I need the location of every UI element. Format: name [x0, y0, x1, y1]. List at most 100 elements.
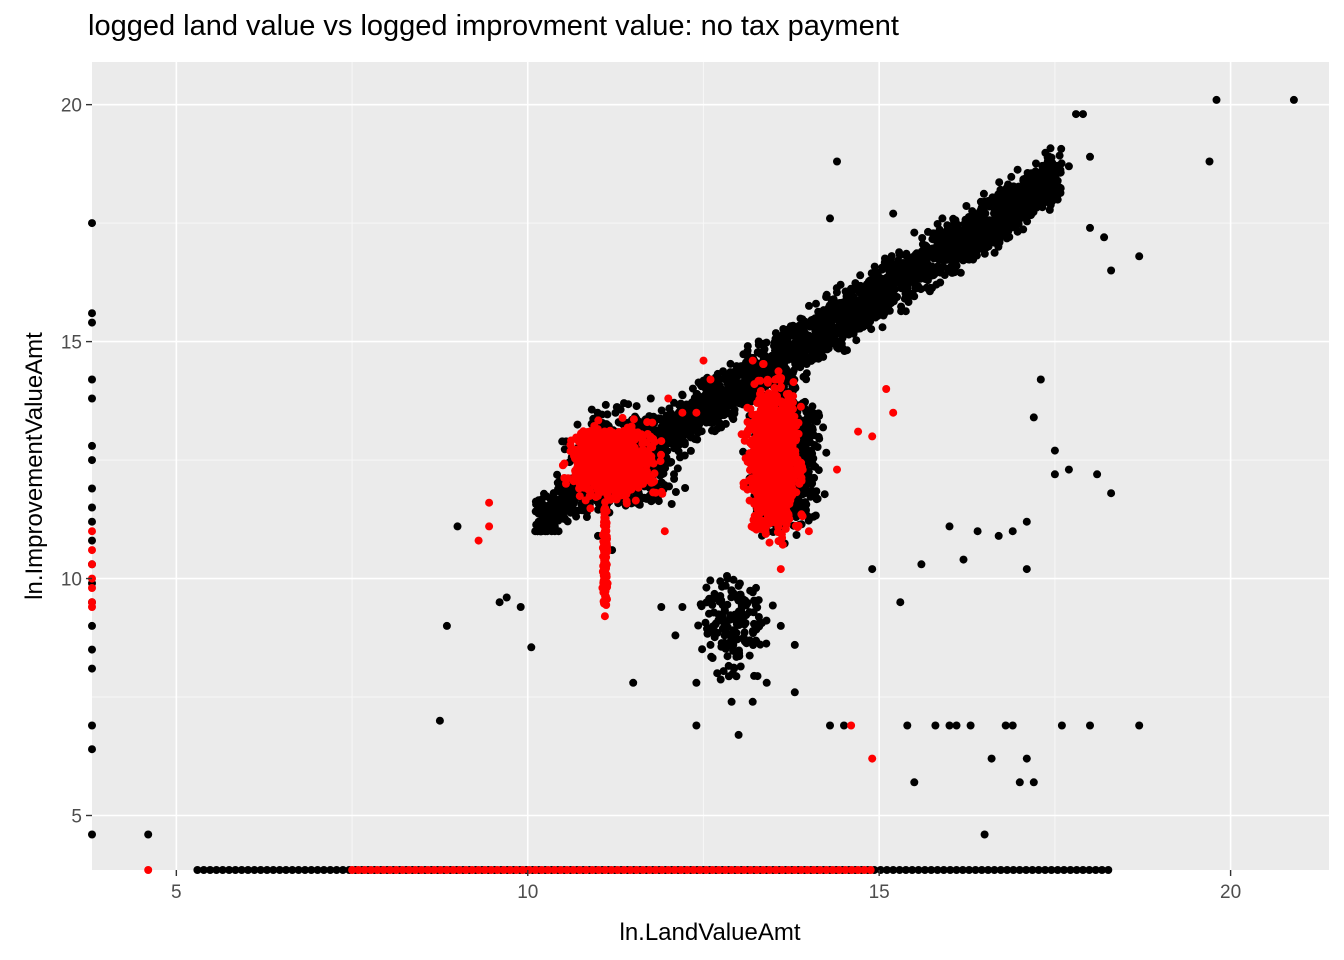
point-no-tax-black	[88, 721, 96, 730]
point-no-tax-black	[1023, 217, 1032, 226]
point-no-tax-black	[792, 341, 801, 350]
point-no-tax-black	[795, 327, 804, 336]
point-no-tax-black	[734, 607, 743, 616]
point-no-tax-black	[765, 359, 774, 368]
point-no-tax-black	[629, 678, 638, 687]
point-no-tax-black	[762, 616, 771, 625]
point-no-tax-black	[720, 638, 729, 647]
point-no-tax-red	[866, 866, 875, 874]
point-no-tax-black	[745, 651, 754, 660]
point-no-tax-black	[973, 527, 982, 536]
point-no-tax-red	[430, 866, 439, 874]
point-no-tax-red	[411, 866, 420, 874]
point-no-tax-black	[873, 278, 882, 287]
point-no-tax-black	[537, 527, 546, 536]
point-no-tax-red	[714, 866, 723, 874]
point-no-tax-black	[1066, 866, 1075, 874]
point-no-tax-black	[693, 435, 702, 444]
point-no-tax-black	[987, 754, 996, 763]
point-no-tax-black	[1026, 178, 1035, 187]
point-no-tax-black	[994, 230, 1003, 238]
point-no-tax-black	[779, 356, 788, 365]
point-no-tax-black	[453, 522, 462, 531]
point-no-tax-black	[970, 219, 979, 228]
point-no-tax-black	[332, 866, 341, 874]
point-no-tax-black	[1010, 184, 1019, 193]
point-no-tax-black	[729, 415, 738, 424]
point-no-tax-red	[449, 866, 458, 874]
point-no-tax-black	[900, 277, 909, 286]
point-no-tax-black	[842, 316, 851, 325]
point-no-tax-black	[936, 255, 945, 264]
point-no-tax-black	[977, 866, 986, 874]
point-no-tax-black	[540, 504, 549, 513]
point-no-tax-red	[373, 866, 382, 874]
point-no-tax-black	[710, 406, 719, 415]
point-no-tax-black	[1018, 185, 1027, 194]
point-no-tax-black	[686, 446, 695, 455]
point-no-tax-black	[1019, 176, 1028, 185]
point-no-tax-black	[1054, 187, 1063, 195]
point-no-tax-black	[889, 866, 898, 874]
point-no-tax-black	[713, 386, 721, 395]
point-no-tax-black	[963, 244, 972, 252]
point-no-tax-black	[802, 444, 810, 453]
point-no-tax-red	[649, 488, 658, 497]
point-no-tax-black	[802, 342, 811, 351]
point-no-tax-black	[1086, 152, 1094, 161]
point-no-tax-black	[1055, 151, 1064, 160]
point-no-tax-black	[676, 399, 685, 408]
point-no-tax-black	[815, 434, 824, 443]
point-no-tax-red	[455, 866, 464, 874]
point-no-tax-black	[933, 262, 942, 271]
point-no-tax-black	[812, 325, 821, 334]
point-no-tax-black	[996, 185, 1005, 194]
point-no-tax-black	[890, 285, 899, 294]
point-no-tax-black	[882, 278, 891, 287]
point-no-tax-black	[665, 404, 674, 413]
point-no-tax-black	[966, 721, 975, 730]
point-no-tax-black	[819, 334, 828, 343]
point-no-tax-black	[939, 866, 948, 874]
point-no-tax-black	[1032, 159, 1040, 168]
point-no-tax-black	[532, 520, 541, 529]
point-no-tax-red	[518, 866, 527, 874]
point-no-tax-black	[676, 433, 685, 442]
point-no-tax-black	[1072, 866, 1081, 874]
point-no-tax-black	[1085, 866, 1094, 874]
point-no-tax-black	[859, 322, 868, 331]
point-no-tax-black	[946, 866, 955, 874]
point-no-tax-black	[834, 344, 843, 353]
point-no-tax-black	[313, 866, 322, 874]
point-no-tax-black	[996, 208, 1005, 217]
point-no-tax-black	[1064, 162, 1073, 171]
point-no-tax-black	[1079, 866, 1087, 874]
point-no-tax-black	[713, 669, 722, 678]
point-no-tax-black	[897, 307, 906, 316]
point-no-tax-black	[1026, 198, 1035, 207]
point-no-tax-black	[716, 611, 725, 620]
point-no-tax-black	[564, 495, 573, 504]
point-no-tax-black	[1135, 252, 1144, 261]
point-no-tax-black	[858, 282, 867, 291]
point-no-tax-red	[607, 866, 616, 874]
point-no-tax-black	[790, 640, 799, 649]
point-no-tax-black	[828, 326, 836, 335]
point-no-tax-black	[861, 289, 869, 298]
point-no-tax-black	[1050, 161, 1059, 170]
point-no-tax-red	[629, 415, 638, 424]
point-no-tax-red	[816, 866, 825, 874]
point-no-tax-black	[647, 496, 656, 505]
point-no-tax-black	[1107, 266, 1116, 275]
point-no-tax-black	[671, 631, 680, 640]
point-no-tax-black	[814, 307, 823, 316]
point-no-tax-black	[601, 400, 610, 409]
point-no-tax-black	[928, 284, 936, 293]
point-no-tax-black	[917, 560, 926, 569]
point-no-tax-black	[88, 536, 96, 545]
point-no-tax-black	[764, 367, 773, 376]
point-no-tax-black	[930, 231, 939, 240]
point-no-tax-black	[1015, 866, 1024, 874]
point-no-tax-black	[88, 830, 96, 839]
point-no-tax-black	[1022, 866, 1031, 874]
